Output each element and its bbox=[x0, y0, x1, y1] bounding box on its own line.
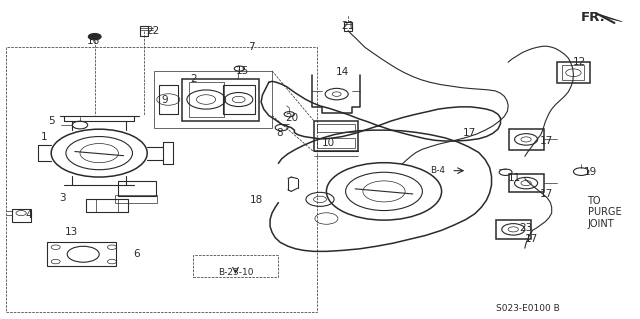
Bar bbox=[115, 195, 157, 203]
Bar bbox=[12, 209, 31, 222]
Bar bbox=[509, 129, 544, 150]
Bar bbox=[182, 79, 259, 121]
Text: 11: 11 bbox=[508, 173, 521, 183]
Text: 20: 20 bbox=[285, 113, 299, 123]
Text: 21: 21 bbox=[341, 20, 355, 31]
Text: 1: 1 bbox=[40, 132, 47, 142]
Text: 9: 9 bbox=[161, 95, 168, 106]
Bar bbox=[317, 138, 355, 148]
Bar bbox=[86, 199, 128, 212]
Text: 2: 2 bbox=[191, 74, 197, 84]
Text: 5: 5 bbox=[49, 116, 55, 126]
Text: 4: 4 bbox=[26, 210, 32, 220]
Text: 12: 12 bbox=[573, 57, 586, 67]
Bar bbox=[509, 174, 544, 192]
Bar bbox=[314, 121, 358, 151]
Bar bbox=[344, 22, 352, 31]
Text: 13: 13 bbox=[65, 227, 79, 237]
Bar bbox=[154, 71, 272, 128]
Polygon shape bbox=[596, 13, 622, 22]
Text: 16: 16 bbox=[86, 36, 100, 47]
Text: 19: 19 bbox=[584, 167, 597, 177]
Text: 15: 15 bbox=[236, 66, 249, 76]
Bar bbox=[496, 220, 531, 239]
Text: 17: 17 bbox=[525, 234, 538, 244]
Text: S023-E0100 B: S023-E0100 B bbox=[496, 304, 560, 313]
Text: 7: 7 bbox=[248, 42, 255, 52]
Text: 17: 17 bbox=[540, 189, 553, 199]
Text: 17: 17 bbox=[540, 136, 553, 146]
Text: 18: 18 bbox=[250, 195, 263, 205]
Bar bbox=[140, 26, 148, 36]
Text: TO
PURGE
JOINT: TO PURGE JOINT bbox=[588, 196, 621, 229]
Text: 14: 14 bbox=[336, 67, 349, 77]
Bar bbox=[159, 85, 178, 114]
Circle shape bbox=[88, 33, 101, 40]
Bar bbox=[193, 255, 278, 277]
Bar bbox=[562, 65, 584, 80]
Bar bbox=[223, 85, 255, 114]
Bar bbox=[47, 242, 116, 266]
Text: 6: 6 bbox=[133, 249, 140, 259]
Text: 8: 8 bbox=[276, 128, 283, 138]
Bar bbox=[317, 124, 355, 132]
Text: B-4: B-4 bbox=[430, 166, 445, 175]
Bar bbox=[557, 62, 590, 83]
Text: 10: 10 bbox=[322, 138, 335, 148]
Bar bbox=[189, 82, 224, 117]
Text: 17: 17 bbox=[463, 128, 476, 138]
Bar bbox=[118, 181, 156, 196]
Bar bbox=[6, 47, 317, 312]
Text: B-23-10: B-23-10 bbox=[218, 268, 253, 277]
Text: 23: 23 bbox=[520, 223, 533, 233]
Text: FR.: FR. bbox=[581, 11, 606, 24]
Text: 22: 22 bbox=[146, 26, 159, 36]
Text: 3: 3 bbox=[60, 193, 66, 203]
